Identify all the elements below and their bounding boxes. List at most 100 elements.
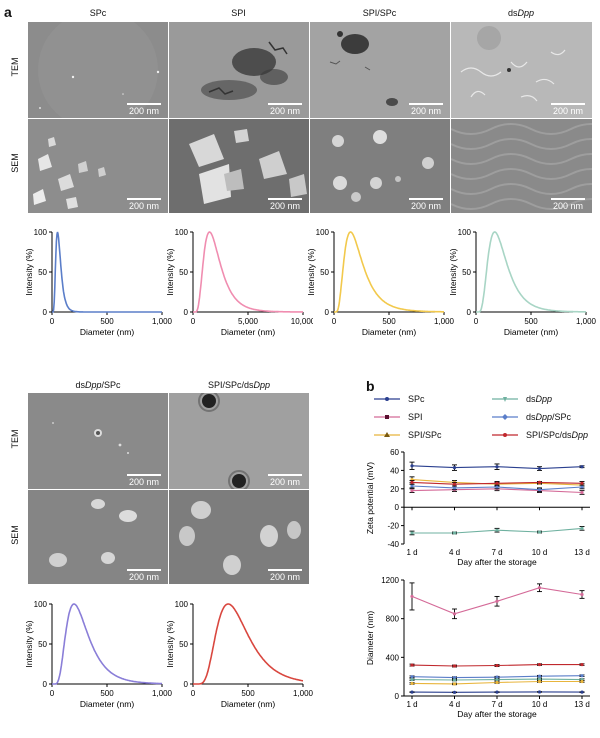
y-tick-label: 0 bbox=[184, 308, 189, 317]
data-point-dsDpp/SPc bbox=[410, 484, 414, 488]
data-point-SPI/SPc/dsDpp bbox=[495, 481, 499, 485]
data-point-dsDpp/SPc bbox=[580, 674, 584, 678]
data-point-dsDpp/SPc bbox=[537, 488, 542, 492]
diameter-chart: 0 400 800 1200 1 d 4 d 7 d 10 d 13 d Day after th… bbox=[365, 576, 590, 719]
col-title-dsdppspc-pre: ds bbox=[75, 380, 85, 390]
data-point-SPI/SPc bbox=[537, 679, 542, 684]
data-point-SPI/SPc/dsDpp bbox=[580, 662, 584, 667]
y-tick-label: 50 bbox=[462, 268, 471, 277]
x-tick-label: 10 d bbox=[532, 700, 548, 709]
data-point-SPc bbox=[495, 690, 499, 694]
y-tick-label: 50 bbox=[320, 268, 329, 277]
sem-image-spc: 200 nm bbox=[28, 119, 168, 213]
x-tick-label: 500 bbox=[524, 317, 538, 326]
x-tick-label: 1,000 bbox=[152, 689, 172, 698]
row-label-tem-top: TEM bbox=[10, 57, 20, 77]
scale-bar-tem-spispc: 200 nm bbox=[406, 103, 446, 116]
dls-chart-spispc: 0 50 100 0 500 1,000 Diameter (nm) Intensity (%… bbox=[306, 228, 454, 337]
x-tick-label: 10,000 bbox=[291, 317, 313, 326]
tem-texture-spc bbox=[38, 22, 160, 118]
data-point-SPI/SPc bbox=[452, 682, 457, 686]
data-point-dsDpp/SPc bbox=[452, 486, 457, 490]
col-title-dsdpp: dsDpp bbox=[450, 8, 592, 18]
col-title-dsdppspc-italic: Dpp bbox=[84, 380, 102, 390]
data-point-SPI/SPc/dsDpp bbox=[495, 663, 499, 668]
data-point-SPI bbox=[410, 594, 414, 599]
x-axis-label: Diameter (nm) bbox=[80, 699, 134, 709]
x-tick-label: 4 d bbox=[449, 700, 460, 709]
data-point-SPI/SPc/dsDpp bbox=[537, 662, 542, 667]
scale-bar-sem-spi: 200 nm bbox=[265, 198, 305, 211]
x-tick-label: 0 bbox=[191, 689, 196, 698]
scale-bar-sem-all: 200 nm bbox=[265, 569, 305, 582]
data-point-SPc bbox=[452, 690, 457, 694]
data-point-SPc bbox=[580, 465, 584, 469]
dls-curve-dsDpp/SPc bbox=[52, 603, 163, 685]
y-axis-label: Zeta potential (mV) bbox=[365, 462, 375, 534]
sem-texture-all bbox=[179, 501, 301, 575]
x-tick-label: 0 bbox=[191, 317, 196, 326]
col-title-all: SPI/SPc/dsDpp bbox=[169, 380, 309, 390]
panel-b-legend: SPc dsDpp SPI dsDpp/SPc SPI/SPc SPI/SPc/… bbox=[372, 394, 596, 448]
data-point-SPI/SPc/dsDpp bbox=[410, 480, 414, 484]
y-axis-label: Intensity (%) bbox=[24, 620, 34, 667]
y-tick-label: 100 bbox=[34, 600, 48, 609]
tem-texture-all bbox=[198, 393, 250, 489]
data-point-SPI/SPc/dsDpp bbox=[537, 480, 542, 484]
y-tick-label: 0 bbox=[395, 503, 400, 512]
y-tick-label: 0 bbox=[467, 308, 472, 317]
data-point-dsDpp/SPc bbox=[495, 675, 499, 679]
data-point-SPI bbox=[495, 599, 499, 603]
sem-image-all: 200 nm bbox=[169, 490, 309, 584]
y-tick-label: 100 bbox=[175, 600, 189, 609]
y-tick-label: -20 bbox=[387, 522, 399, 531]
x-tick-label: 7 d bbox=[491, 548, 502, 557]
y-tick-label: 800 bbox=[386, 615, 400, 624]
data-point-dsDpp bbox=[537, 677, 542, 681]
data-point-SPc bbox=[580, 690, 584, 694]
x-tick-label: 7 d bbox=[491, 700, 502, 709]
x-tick-label: 1 d bbox=[406, 700, 417, 709]
row-label-sem-top: SEM bbox=[10, 153, 20, 173]
x-axis-label: Day after the storage bbox=[457, 709, 537, 719]
dls-chart-dsdpp: 0 50 100 0 500 1,000 Diameter (nm) Intensity (%… bbox=[448, 228, 596, 337]
data-point-dsDpp/SPc bbox=[452, 676, 457, 680]
x-tick-label: 500 bbox=[241, 689, 255, 698]
x-tick-label: 0 bbox=[332, 317, 337, 326]
y-tick-label: 100 bbox=[316, 228, 330, 237]
col-title-dsdppspc: dsDpp/SPc bbox=[28, 380, 168, 390]
col-title-all-pre: SPI/SPc/ds bbox=[207, 380, 254, 390]
scale-bar-tem-dsdppspc: 200 nm bbox=[124, 474, 164, 487]
data-point-SPI/SPc bbox=[580, 679, 584, 684]
legend-item-dsdpp: dsDpp bbox=[490, 394, 552, 406]
scale-bar-tem-dsdpp: 200 nm bbox=[548, 103, 588, 116]
data-point-dsDpp bbox=[495, 677, 499, 682]
dls-curve-SPc bbox=[52, 231, 162, 313]
y-tick-label: 1200 bbox=[381, 576, 399, 585]
data-point-SPI bbox=[452, 612, 457, 616]
y-tick-label: 0 bbox=[184, 680, 189, 689]
x-tick-label: 0 bbox=[50, 317, 55, 326]
x-axis-label: Diameter (nm) bbox=[221, 699, 275, 709]
sem-texture-dsdpp bbox=[451, 123, 592, 210]
tem-texture-dsdppspc bbox=[52, 422, 129, 454]
data-point-dsDpp/SPc bbox=[495, 485, 499, 489]
y-tick-label: 50 bbox=[179, 268, 188, 277]
dls-curve-SPI bbox=[193, 231, 303, 313]
data-point-SPI/SPc bbox=[410, 681, 414, 686]
x-tick-label: 500 bbox=[100, 689, 114, 698]
col-title-spc: SPc bbox=[89, 8, 107, 18]
scale-bar-sem-spispc: 200 nm bbox=[406, 198, 446, 211]
data-point-SPI/SPc/dsDpp bbox=[580, 481, 584, 485]
tem-image-dsdpp: 200 nm bbox=[451, 22, 592, 118]
data-point-dsDpp bbox=[537, 530, 542, 534]
x-tick-label: 13 d bbox=[574, 700, 590, 709]
y-axis-label: Intensity (%) bbox=[448, 248, 458, 295]
data-point-dsDpp bbox=[495, 528, 499, 532]
dls-chart-all: 0 50 100 0 500 1,000 Diameter (nm) Intensity (%… bbox=[165, 600, 313, 709]
panel-a-label: a bbox=[4, 4, 12, 20]
x-tick-label: 10 d bbox=[532, 548, 548, 557]
data-point-SPc bbox=[537, 466, 542, 471]
y-tick-label: -40 bbox=[387, 540, 399, 549]
y-axis-label: Diameter (nm) bbox=[365, 611, 375, 665]
